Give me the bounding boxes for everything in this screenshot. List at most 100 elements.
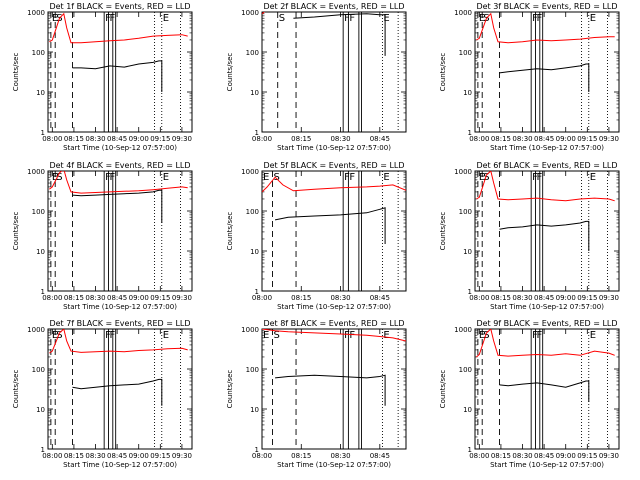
panel-title: Det 6f BLACK = Events, RED = LLD (476, 161, 617, 170)
y-axis-title: Counts/sec (226, 212, 234, 251)
marker-label: E (590, 13, 596, 24)
y-tick-label: 1000 (27, 9, 45, 17)
x-tick-label: 08:45 (534, 452, 554, 460)
series-layer (49, 329, 188, 406)
series-layer (49, 12, 188, 92)
plot-frame (47, 11, 193, 133)
x-axis-title: Start Time (10-Sep-12 07:57:00) (63, 461, 177, 469)
series-events-line (72, 189, 163, 223)
series-layer (476, 329, 615, 402)
marker-label: E (479, 330, 485, 341)
y-tick-label: 1 (41, 446, 45, 454)
detector-panel-3: Det 3f BLACK = Events, RED = LLD 1 10 100 10… (439, 2, 620, 152)
x-axis-title: Start Time (10-Sep-12 07:57:00) (277, 303, 391, 311)
detector-panel-4: Det 4f BLACK = Events, RED = LLD 1 10 100 10… (12, 161, 193, 311)
y-tick-label: 100 (459, 49, 472, 57)
y-axis-title: Counts/sec (439, 370, 447, 409)
marker-label: E (479, 13, 485, 24)
plot-frame (47, 328, 193, 450)
series-lld-line (262, 176, 406, 193)
x-tick-label: 08:15 (64, 294, 84, 302)
x-axis-title: Start Time (10-Sep-12 07:57:00) (277, 461, 391, 469)
detector-panel-6: Det 6f BLACK = Events, RED = LLD 1 10 100 10… (439, 161, 620, 311)
x-tick-label: 09:15 (150, 452, 170, 460)
series-events-line (275, 374, 386, 406)
x-tick-label: 08:30 (85, 294, 105, 302)
x-axis-title: Start Time (10-Sep-12 07:57:00) (490, 461, 604, 469)
series-layer (476, 12, 615, 92)
x-tick-label: 08:15 (491, 452, 511, 460)
marker-label: S (279, 13, 285, 24)
detector-panel-5: Det 5f BLACK = Events, RED = LLD 1 10 100 10… (226, 161, 407, 311)
y-tick-label: 1 (255, 129, 259, 137)
x-tick-label: 09:00 (556, 452, 576, 460)
x-tick-label: 08:00 (252, 294, 272, 302)
marker-label: E (263, 330, 269, 341)
series-events-line (293, 13, 386, 56)
marker-label: F (349, 172, 355, 183)
y-tick-label: 100 (459, 208, 472, 216)
y-tick-label: 100 (32, 49, 45, 57)
marker-label: E (263, 172, 269, 183)
marker-label: E (590, 330, 596, 341)
x-tick-label: 09:00 (129, 294, 149, 302)
panel-title: Det 7f BLACK = Events, RED = LLD (49, 319, 190, 328)
x-tick-label: 08:45 (370, 294, 390, 302)
x-tick-label: 09:30 (172, 294, 192, 302)
x-tick-label: 08:15 (291, 452, 311, 460)
marker-label: E (590, 172, 596, 183)
x-tick-label: 09:00 (129, 452, 149, 460)
y-tick-label: 1 (41, 288, 45, 296)
y-tick-label: 1000 (241, 168, 259, 176)
y-axis-title: Counts/sec (439, 212, 447, 251)
y-tick-label: 1000 (454, 9, 472, 17)
x-tick-label: 09:30 (599, 452, 619, 460)
marker-label: E (52, 13, 58, 24)
series-events-line (499, 63, 590, 92)
x-axis-title: Start Time (10-Sep-12 07:57:00) (490, 303, 604, 311)
x-tick-label: 08:00 (42, 294, 62, 302)
series-events-line (72, 60, 163, 92)
panel-title: Det 4f BLACK = Events, RED = LLD (49, 161, 190, 170)
marker-label: S (273, 172, 279, 183)
x-tick-label: 09:00 (129, 135, 149, 143)
x-tick-label: 08:30 (512, 135, 532, 143)
x-tick-label: 09:30 (599, 294, 619, 302)
x-axis-title: Start Time (10-Sep-12 07:57:00) (490, 144, 604, 152)
y-tick-label: 10 (36, 406, 45, 414)
x-tick-label: 08:00 (469, 135, 489, 143)
series-lld-line (49, 12, 188, 44)
x-tick-label: 08:30 (330, 135, 350, 143)
series-lld-line (49, 171, 188, 194)
marker-label: F (344, 330, 350, 341)
series-lld-line (476, 12, 615, 44)
series-layer (262, 12, 386, 56)
x-tick-label: 08:30 (330, 452, 350, 460)
y-tick-label: 1000 (454, 168, 472, 176)
y-tick-label: 100 (246, 49, 259, 57)
x-tick-label: 08:45 (107, 452, 127, 460)
marker-label: F (349, 13, 355, 24)
panel-title: Det 2f BLACK = Events, RED = LLD (263, 2, 404, 11)
panel-title: Det 8f BLACK = Events, RED = LLD (263, 319, 404, 328)
y-tick-label: 1 (255, 288, 259, 296)
x-tick-label: 08:15 (64, 452, 84, 460)
x-tick-label: 08:00 (252, 135, 272, 143)
x-axis-title: Start Time (10-Sep-12 07:57:00) (63, 303, 177, 311)
x-tick-label: 08:15 (291, 135, 311, 143)
x-tick-label: 08:45 (107, 294, 127, 302)
marker-label: F (344, 13, 350, 24)
x-tick-label: 08:15 (491, 135, 511, 143)
x-tick-label: 09:30 (172, 452, 192, 460)
detector-panel-1: Det 1f BLACK = Events, RED = LLD 1 10 100 10… (12, 2, 193, 152)
marker-label: S (483, 330, 489, 341)
plot-frame (261, 11, 407, 133)
x-tick-label: 08:45 (107, 135, 127, 143)
x-tick-label: 08:45 (370, 135, 390, 143)
panel-title: Det 3f BLACK = Events, RED = LLD (476, 2, 617, 11)
marker-label: S (56, 172, 62, 183)
y-axis-title: Counts/sec (12, 370, 20, 409)
marker-label: E (52, 172, 58, 183)
x-tick-label: 09:15 (577, 452, 597, 460)
detector-panel-7: Det 7f BLACK = Events, RED = LLD 1 10 100 10… (12, 319, 193, 469)
